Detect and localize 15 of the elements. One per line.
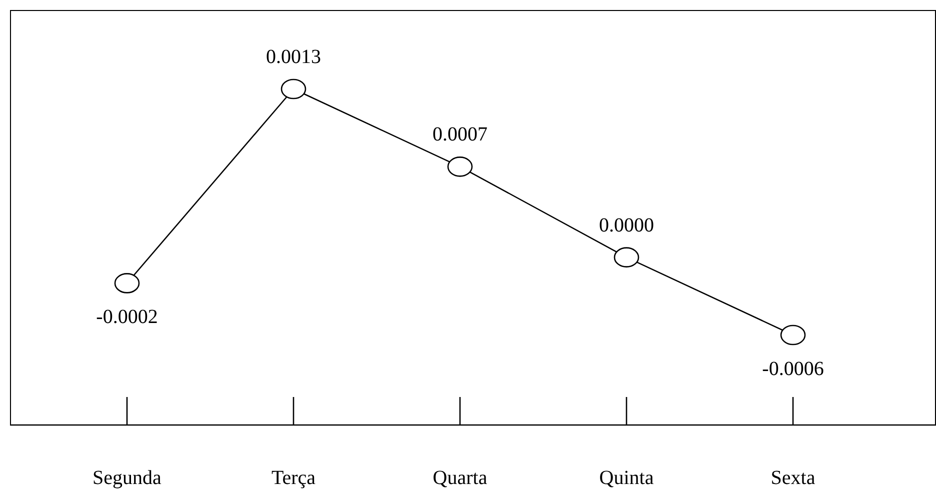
- data-label: 0.0007: [432, 124, 488, 146]
- data-label: 0.0000: [599, 214, 654, 236]
- x-tick-label: Quinta: [599, 467, 654, 489]
- x-tick-label: Segunda: [92, 467, 162, 489]
- data-label: -0.0006: [762, 358, 824, 380]
- point: [114, 273, 140, 294]
- x-tick-label: Terça: [271, 467, 316, 489]
- point: [614, 247, 640, 268]
- x-tick-label: Quarta: [432, 467, 488, 489]
- point: [780, 324, 806, 346]
- point: [447, 156, 473, 177]
- x-tick-label: Sexta: [770, 467, 816, 489]
- data-label: -0.0002: [96, 306, 158, 328]
- data-label: 0.0013: [266, 46, 321, 68]
- point: [280, 78, 306, 100]
